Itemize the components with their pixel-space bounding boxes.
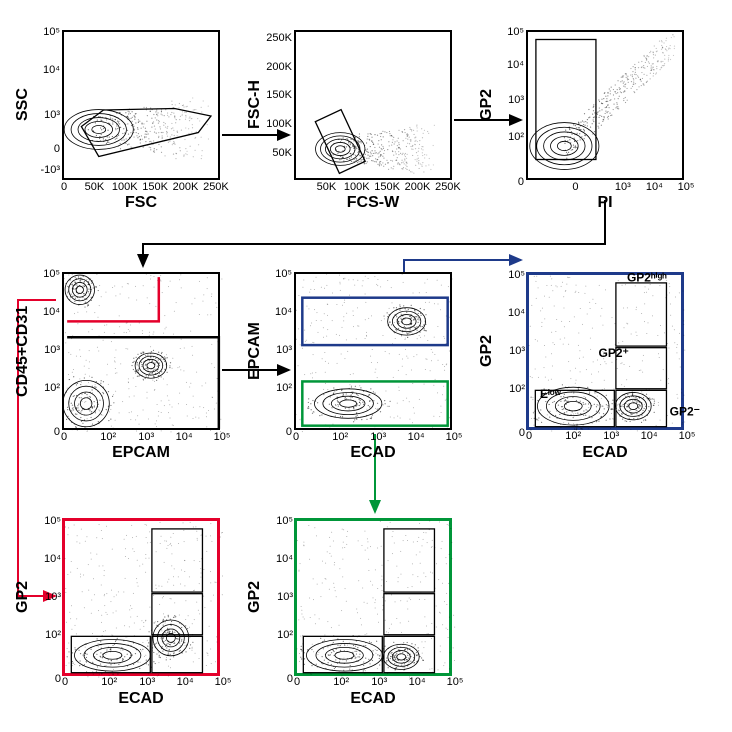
- xlabel: FSC: [62, 194, 220, 212]
- ytick: 0: [55, 673, 65, 685]
- ytick: 0: [519, 427, 529, 439]
- ytick: 10⁵: [43, 268, 64, 280]
- gate-rect: [152, 594, 203, 635]
- ylabel: GP2: [246, 518, 264, 676]
- ytick: 10⁵: [508, 269, 529, 281]
- ytick: -10³: [40, 164, 64, 176]
- plot-p6: 010²10³10⁴10⁵010²10³10⁴10⁵GP2ʰⁱᵍʰGP2⁺GP2…: [526, 272, 684, 430]
- ylabel: EPCAM: [246, 272, 264, 430]
- plot-p4: 010²10³10⁴10⁵010²10³10⁴10⁵: [62, 272, 220, 430]
- gate-rect: [152, 529, 203, 592]
- ytick: 10²: [508, 131, 528, 143]
- plot-p5: 010²10³10⁴10⁵010²10³10⁴10⁵: [294, 272, 452, 430]
- ytick: 10⁴: [507, 59, 528, 71]
- ylabel: SSC: [14, 30, 32, 180]
- gate-label: Eˡᵒʷ: [540, 387, 562, 401]
- ytick: 10⁴: [276, 553, 297, 565]
- ytick: 10³: [44, 109, 64, 121]
- ytick: 200K: [266, 61, 296, 73]
- ytick: 10³: [44, 344, 64, 356]
- xlabel: EPCAM: [62, 444, 220, 462]
- ytick: 10⁴: [44, 553, 65, 565]
- ytick: 0: [518, 176, 528, 188]
- ytick: 10²: [45, 629, 65, 641]
- ytick: 10⁵: [44, 515, 65, 527]
- xlabel: ECAD: [294, 444, 452, 462]
- ytick: 10²: [277, 629, 297, 641]
- ytick: 10⁵: [275, 268, 296, 280]
- ylabel: GP2: [478, 30, 496, 180]
- ytick: 10⁴: [508, 307, 529, 319]
- gate-label: GP2⁺: [599, 346, 629, 360]
- ytick: 10⁵: [276, 515, 297, 527]
- plot-p2: 50K100K150K200K250K50K100K150K200K250K: [294, 30, 452, 180]
- ytick: 0: [54, 143, 64, 155]
- ytick: 0: [287, 673, 297, 685]
- ytick: 10⁴: [43, 306, 64, 318]
- gate-rect: [384, 594, 435, 635]
- ytick: 250K: [266, 32, 296, 44]
- ytick: 10³: [509, 345, 529, 357]
- ytick: 10²: [44, 382, 64, 394]
- ytick: 50K: [272, 147, 296, 159]
- ytick: 10³: [45, 591, 65, 603]
- plot-p3: 010³10⁴10⁵010²10³10⁴10⁵: [526, 30, 684, 180]
- gate-rect: [302, 381, 447, 425]
- ytick: 150K: [266, 89, 296, 101]
- plot-p7: 010²10³10⁴10⁵010²10³10⁴10⁵: [62, 518, 220, 676]
- xlabel: ECAD: [62, 690, 220, 708]
- ytick: 10²: [509, 383, 529, 395]
- ytick: 10³: [277, 591, 297, 603]
- xlabel: FCS-W: [294, 194, 452, 212]
- ylabel: FSC-H: [246, 30, 264, 180]
- xlabel: PI: [526, 194, 684, 212]
- ytick: 10⁵: [43, 26, 64, 38]
- plot-p1: 050K100K150K200K250K-10³010³10⁴10⁵: [62, 30, 220, 180]
- gate-line: [67, 277, 159, 321]
- plot-p8: 010²10³10⁴10⁵010²10³10⁴10⁵: [294, 518, 452, 676]
- ylabel: CD45+CD31: [14, 272, 32, 430]
- ytick: 100K: [266, 118, 296, 130]
- ytick: 10⁴: [275, 306, 296, 318]
- ylabel: GP2: [14, 518, 32, 676]
- ytick: 10⁴: [43, 64, 64, 76]
- ytick: 10²: [276, 382, 296, 394]
- ytick: 10⁵: [507, 26, 528, 38]
- gate-rect: [616, 283, 667, 346]
- ytick: 0: [54, 426, 64, 438]
- ytick: 0: [286, 426, 296, 438]
- gate-label: GP2⁻: [670, 405, 700, 419]
- xlabel: ECAD: [526, 444, 684, 462]
- xlabel: ECAD: [294, 690, 452, 708]
- gate-rect: [616, 390, 667, 426]
- gate-rect: [384, 529, 435, 592]
- ylabel: GP2: [478, 272, 496, 430]
- ytick: 10³: [508, 94, 528, 106]
- gate-label: GP2ʰⁱᵍʰ: [627, 270, 667, 284]
- ytick: 10³: [276, 344, 296, 356]
- gate-line: [67, 337, 219, 429]
